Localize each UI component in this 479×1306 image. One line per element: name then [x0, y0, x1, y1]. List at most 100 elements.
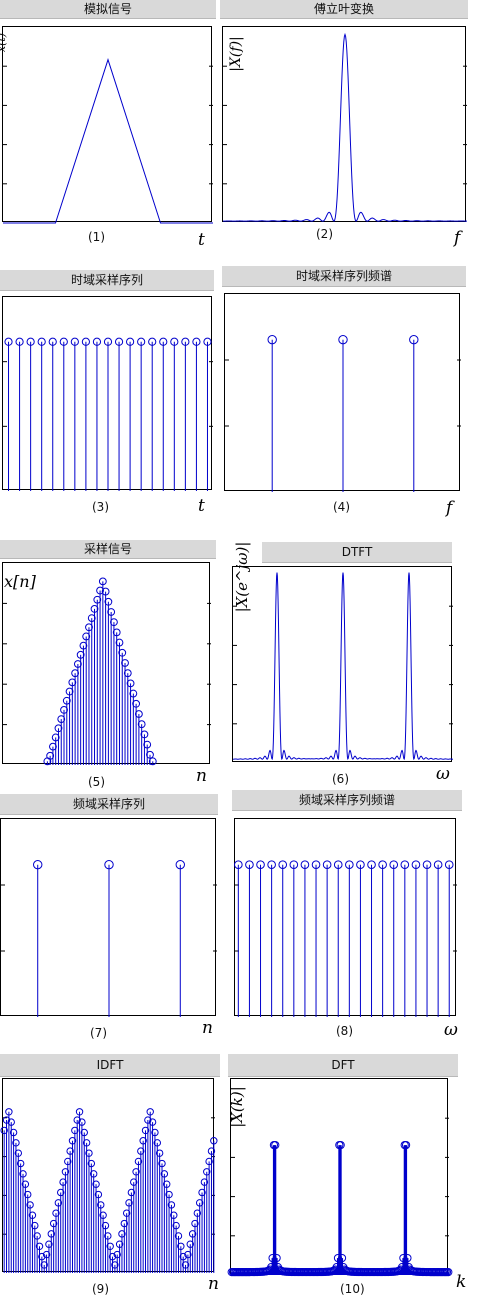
- panel-caption: (6): [332, 772, 349, 786]
- stem-marker: [444, 860, 454, 869]
- stem-marker: [61, 1168, 70, 1176]
- stem-marker: [267, 860, 276, 869]
- x-axis-variable: k: [456, 1272, 467, 1292]
- stem-marker: [333, 860, 343, 869]
- stem-marker: [188, 1230, 197, 1238]
- chart-plot: [3, 58, 213, 224]
- stem-marker: [184, 1250, 192, 1259]
- plot-frame: [224, 293, 461, 492]
- stem-marker: [191, 1219, 199, 1228]
- stem-marker: [367, 860, 376, 869]
- stem-marker: [137, 720, 146, 729]
- stem-marker: [70, 337, 79, 346]
- panel-title: 时域采样序列: [0, 270, 214, 291]
- stem-marker: [7, 1118, 15, 1126]
- stem-marker: [104, 597, 113, 606]
- stem-marker: [267, 334, 277, 345]
- stem-marker: [87, 614, 96, 622]
- chart-plot: [3, 337, 213, 491]
- stem-marker: [93, 595, 102, 604]
- stem-marker: [26, 1201, 34, 1209]
- stem-marker: [101, 587, 110, 596]
- stem-marker: [193, 1209, 202, 1217]
- stem-marker: [65, 687, 74, 696]
- plot-frame: [0, 818, 217, 1017]
- stem-marker: [97, 1201, 105, 1209]
- panel-caption: (7): [90, 1026, 107, 1040]
- stem-marker: [118, 1230, 126, 1238]
- y-axis-label: |X(e^jω)|: [233, 541, 251, 613]
- chart-plot: [0, 1108, 218, 1273]
- panel-title: IDFT: [0, 1054, 220, 1077]
- stem-marker: [409, 334, 419, 345]
- stem-marker: [210, 1137, 218, 1145]
- stem-marker: [141, 1126, 150, 1135]
- x-axis-variable: t: [198, 230, 205, 250]
- stem-marker: [54, 724, 63, 733]
- stem-marker: [148, 757, 157, 766]
- stem-marker: [19, 1170, 27, 1178]
- stem-marker: [0, 1126, 8, 1135]
- stem-marker: [114, 337, 124, 346]
- x-axis-variable: t: [198, 496, 205, 516]
- stem-marker: [422, 860, 432, 869]
- stem-marker: [113, 1250, 121, 1259]
- stem-marker: [35, 1242, 44, 1250]
- stem-marker: [289, 860, 299, 869]
- stem-marker: [338, 334, 348, 345]
- stem-marker: [125, 1199, 133, 1207]
- chart-plot: [227, 1117, 453, 1277]
- stem-marker: [121, 659, 129, 667]
- plot-frame: [0, 1078, 218, 1273]
- stem-marker: [140, 730, 149, 739]
- stem-marker: [234, 860, 243, 869]
- stem-marker: [80, 1128, 88, 1137]
- stem-marker: [300, 860, 310, 869]
- stem-marker: [104, 859, 114, 870]
- stem-marker: [337, 1253, 347, 1263]
- stem-marker: [411, 860, 421, 869]
- stem-marker: [195, 1199, 204, 1207]
- stem-marker: [76, 650, 85, 659]
- stem-marker: [68, 678, 77, 687]
- stem-marker: [245, 860, 254, 869]
- stem-marker: [256, 860, 265, 869]
- stem-marker: [155, 1149, 164, 1157]
- stem-marker: [115, 638, 124, 647]
- panel-title: 傅立叶变换: [220, 0, 468, 19]
- plot-frame: [227, 1078, 453, 1277]
- stem-marker: [71, 1126, 79, 1135]
- stem-marker: [9, 1128, 18, 1137]
- stem-marker: [179, 1252, 187, 1261]
- panel-caption: (8): [336, 1024, 353, 1038]
- chart-plot: [225, 334, 461, 492]
- stem-marker: [336, 1140, 345, 1150]
- stem-marker: [54, 1199, 63, 1207]
- stem-marker: [5, 1108, 13, 1116]
- stem-marker: [148, 1118, 157, 1126]
- panel-title: DFT: [228, 1054, 458, 1077]
- stem-marker: [115, 1240, 124, 1248]
- stem-marker: [192, 337, 201, 346]
- stem-marker: [400, 860, 410, 869]
- stem-marker: [311, 860, 321, 869]
- stem-marker: [104, 1232, 112, 1240]
- stem-marker: [57, 715, 66, 723]
- stem-marker: [163, 1180, 171, 1188]
- stem-marker: [112, 628, 121, 637]
- stem-marker: [66, 1147, 74, 1155]
- stem-marker: [51, 733, 60, 742]
- chart-plot: [234, 860, 457, 1017]
- stem-marker: [48, 337, 57, 346]
- stem-marker: [203, 337, 212, 346]
- x-axis-variable: f: [454, 228, 461, 248]
- chart-plot: [1, 859, 217, 1017]
- panel-title: 频域采样序列: [0, 794, 218, 815]
- stem-marker: [26, 337, 35, 346]
- stem-marker: [103, 337, 113, 346]
- stem-marker: [143, 740, 152, 749]
- stem-marker: [203, 1168, 211, 1176]
- x-axis-variable: f: [446, 498, 453, 518]
- stem-marker: [345, 860, 354, 869]
- stem-marker: [159, 337, 168, 346]
